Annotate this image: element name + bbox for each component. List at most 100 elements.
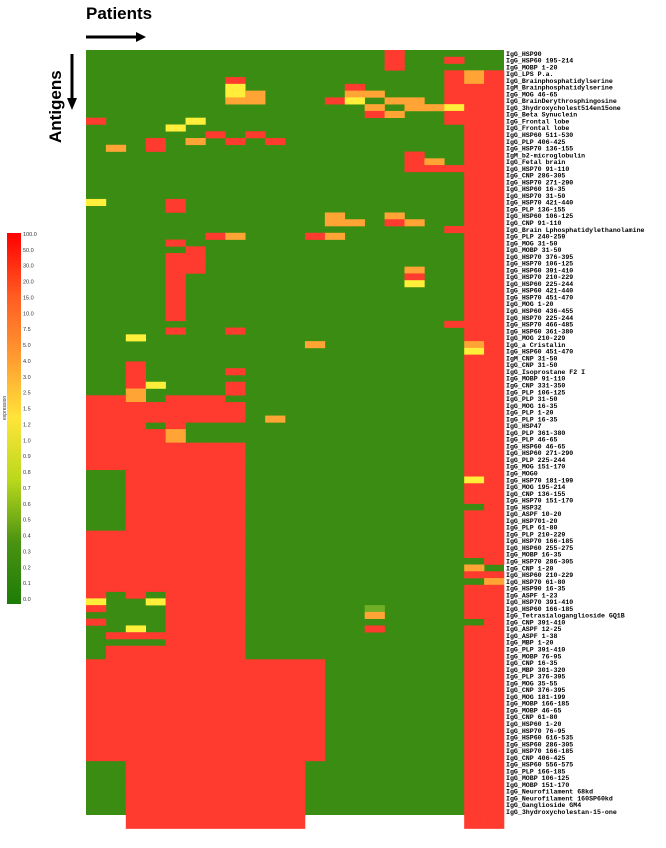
heatmap-cell — [245, 693, 266, 701]
heatmap-cell — [125, 781, 147, 789]
heatmap-cell — [484, 578, 505, 586]
heatmap-cell — [364, 90, 385, 98]
row-label: IgG_CNP 286-305 — [506, 173, 565, 180]
heatmap-cell — [165, 523, 186, 531]
heatmap-cell — [464, 794, 485, 802]
row-label: IgG_Frontal lobe — [506, 118, 569, 125]
heatmap-cell — [125, 402, 147, 410]
heatmap-cell — [225, 571, 246, 579]
row-label: IgG_Fetal brain — [506, 159, 565, 166]
heatmap-cell — [165, 550, 186, 559]
heatmap-cell — [225, 490, 246, 498]
heatmap-cell — [464, 564, 485, 572]
legend-tick-label: 0.6 — [23, 502, 31, 508]
heatmap-cell — [165, 821, 186, 829]
heatmap-cell — [145, 381, 166, 389]
heatmap-cell — [484, 422, 505, 430]
heatmap-cell — [484, 374, 505, 383]
heatmap-cell — [464, 286, 485, 295]
row-label: IgG_MOG 31-50 — [506, 240, 557, 247]
heatmap-cell — [145, 517, 166, 525]
heatmap-cell — [185, 781, 206, 789]
heatmap-cell — [484, 165, 505, 173]
heatmap-cell — [265, 666, 286, 674]
heatmap-cell — [86, 402, 107, 410]
heatmap-cell — [165, 747, 186, 755]
legend-tick-label: 0.5 — [23, 518, 31, 524]
heatmap-cell — [165, 476, 186, 484]
heatmap-cell — [225, 97, 246, 105]
heatmap-cell — [484, 645, 505, 653]
heatmap-cell — [285, 666, 306, 674]
heatmap-cell — [245, 754, 266, 762]
heatmap-cell — [205, 537, 226, 545]
row-label: IgG_MOBP 106-125 — [506, 775, 569, 782]
heatmap-cell — [185, 591, 206, 599]
heatmap-cell — [165, 462, 186, 471]
heatmap-cell — [444, 226, 465, 234]
heatmap-cell — [165, 578, 186, 586]
heatmap-cell — [265, 679, 286, 687]
heatmap-cell — [86, 442, 107, 450]
row-label: IgG_Ganglioside GM4 — [506, 802, 581, 809]
heatmap-cell — [145, 733, 166, 741]
heatmap-cell — [105, 550, 127, 559]
heatmap-cell — [125, 659, 147, 667]
heatmap-cell — [304, 706, 326, 714]
heatmap-cell — [464, 361, 485, 369]
heatmap-cell — [145, 449, 166, 457]
heatmap-cell — [86, 456, 107, 464]
heatmap-cell — [205, 490, 226, 498]
heatmap-cell — [464, 144, 485, 152]
heatmap-cell — [165, 273, 186, 281]
heatmap-cell — [205, 530, 226, 538]
heatmap-cell — [484, 395, 505, 403]
legend-tick-label: 1.5 — [23, 407, 31, 413]
heatmap-cell — [484, 523, 505, 531]
heatmap-cell — [464, 462, 485, 471]
heatmap-cell — [285, 808, 306, 816]
heatmap-cell — [105, 693, 127, 701]
heatmap-cell — [185, 449, 206, 457]
row-label: IgG_MOBP 91-110 — [506, 376, 565, 383]
heatmap-cell — [245, 706, 266, 714]
heatmap-cell — [464, 767, 485, 775]
heatmap-cell — [165, 124, 186, 132]
row-label: IgG_HSP70 91-110 — [506, 166, 569, 173]
heatmap-cell — [205, 462, 226, 471]
heatmap-cell — [145, 632, 166, 640]
heatmap-cell — [245, 760, 266, 768]
heatmap-cell — [165, 740, 186, 748]
heatmap-cell — [464, 198, 485, 207]
heatmap-cell — [185, 679, 206, 687]
row-label: IgG_PLP 225-244 — [506, 457, 565, 464]
heatmap-cell — [125, 374, 147, 383]
heatmap-cell — [185, 686, 206, 694]
heatmap-cell — [464, 138, 485, 146]
heatmap-cell — [225, 815, 246, 823]
heatmap-cell — [245, 131, 266, 139]
heatmap-cell — [464, 429, 485, 437]
heatmap-cell — [484, 320, 505, 328]
row-label: IgG_HSP60 210-229 — [506, 572, 573, 579]
heatmap-cell — [185, 747, 206, 755]
heatmap-cell — [464, 266, 485, 274]
heatmap-cell — [185, 652, 206, 660]
heatmap-cell — [484, 821, 505, 829]
row-label: IgG_HSP70 31-50 — [506, 193, 565, 200]
heatmap-cell — [464, 442, 485, 450]
heatmap-cell — [245, 747, 266, 755]
heatmap-cell — [384, 97, 405, 105]
heatmap-cell — [484, 706, 505, 714]
heatmap-cell — [125, 686, 147, 694]
heatmap-cell — [185, 699, 206, 707]
heatmap-cell — [444, 90, 465, 98]
row-label: IgG_HSP70 61-80 — [506, 579, 565, 586]
heatmap-cell — [464, 83, 485, 91]
heatmap-cell — [145, 767, 166, 775]
row-label: IgG_Neurofilament 68kd — [506, 789, 593, 796]
heatmap-cell — [165, 638, 186, 647]
heatmap-cell — [265, 706, 286, 714]
row-label: IgG_HSP60 286-305 — [506, 741, 573, 748]
row-label: IgG_CNP 391-410 — [506, 619, 565, 626]
